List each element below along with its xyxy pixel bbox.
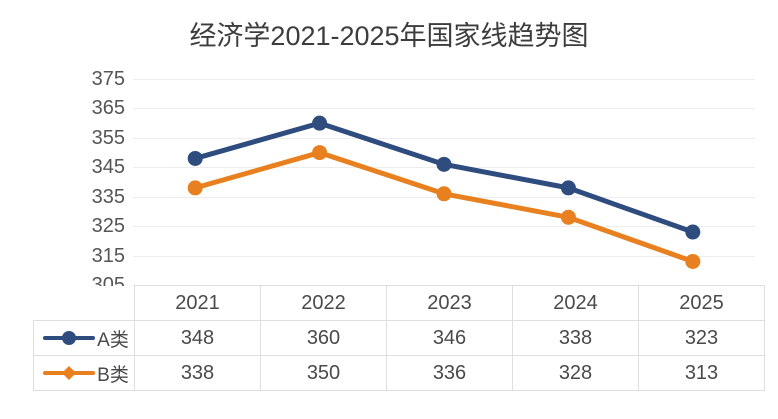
table-header-cell: 2024	[512, 285, 639, 321]
legend-label-a: A类	[97, 329, 129, 351]
data-point	[436, 186, 452, 202]
table-cell: 313	[638, 355, 765, 391]
table-cell: 338	[134, 355, 261, 391]
table-cell: 336	[386, 355, 513, 391]
data-point	[312, 145, 328, 161]
y-tick-label: 335	[91, 186, 125, 208]
gridline	[133, 138, 755, 139]
series-markers-a	[187, 115, 701, 240]
data-point	[685, 253, 701, 269]
data-table: 2021 2022 2023 2024 2025 A类 348 36	[33, 285, 765, 391]
table-header-cell: 2025	[638, 285, 765, 321]
line-diamond-marker-icon	[43, 364, 96, 382]
table-cell: 346	[386, 320, 513, 356]
table-header-cell: 2022	[260, 285, 387, 321]
plot-area	[133, 79, 755, 286]
legend-item-a[interactable]: A类	[33, 320, 135, 356]
data-point	[560, 209, 576, 225]
table-cell: 360	[260, 320, 387, 356]
table-row: B类 338 350 336 328 313	[33, 355, 765, 391]
data-point	[685, 224, 701, 240]
series-line-a	[192, 120, 696, 235]
data-point	[187, 180, 203, 196]
y-tick-label: 355	[91, 127, 125, 149]
table-header-cell: 2021	[134, 285, 261, 321]
data-point	[312, 115, 328, 131]
gridline	[133, 256, 755, 257]
table-cell: 338	[512, 320, 639, 356]
table-corner-cell	[33, 285, 135, 321]
y-tick-label: 365	[91, 97, 125, 119]
data-point	[436, 156, 452, 172]
table-header-cell: 2023	[386, 285, 513, 321]
y-tick-label: 325	[91, 215, 125, 237]
y-tick-label: 375	[91, 68, 125, 90]
y-tick-label: 345	[91, 156, 125, 178]
table-cell: 350	[260, 355, 387, 391]
gridline	[133, 226, 755, 227]
y-tick-label: 315	[91, 245, 125, 267]
data-point	[187, 150, 203, 166]
gridline	[133, 108, 755, 109]
page-title: 经济学2021-2025年国家线趋势图	[189, 21, 589, 51]
y-axis: 375 365 355 345 335 325 315 305	[63, 0, 125, 419]
gridline	[133, 79, 755, 80]
series-lines-svg	[187, 115, 701, 269]
series-markers-b	[187, 145, 701, 269]
line-circle-marker-icon	[43, 329, 96, 347]
legend-item-b[interactable]: B类	[33, 355, 135, 391]
table-cell: 328	[512, 355, 639, 391]
table-cell: 323	[638, 320, 765, 356]
table-cell: 348	[134, 320, 261, 356]
table-row: A类 348 360 346 338 323	[33, 320, 765, 356]
data-point	[560, 180, 576, 196]
table-header-row: 2021 2022 2023 2024 2025	[33, 285, 765, 321]
legend-label-b: B类	[97, 364, 129, 386]
